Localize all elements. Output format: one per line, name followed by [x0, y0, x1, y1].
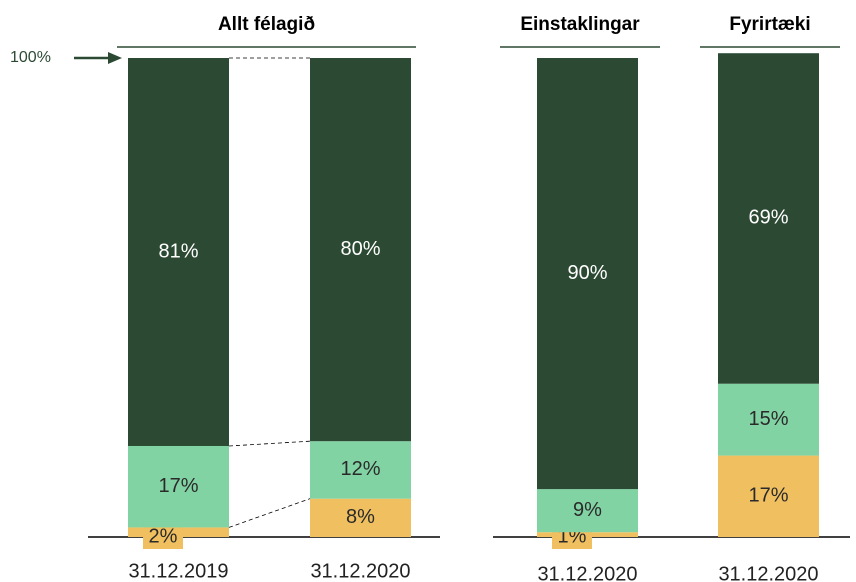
group-title: Einstaklingar [520, 14, 640, 35]
bar-segment [128, 445, 229, 528]
value-label: 8% [346, 506, 375, 528]
bar-segment [718, 53, 819, 384]
value-label: 12% [340, 458, 380, 480]
bar-segment [310, 58, 411, 442]
bar-segment [310, 441, 411, 499]
connector [228, 498, 311, 528]
value-label: 15% [748, 408, 788, 430]
bar-segment [537, 58, 638, 490]
value-label: 80% [340, 238, 380, 260]
bar-segment [718, 383, 819, 456]
x-tick-label: 31.12.2020 [718, 563, 818, 582]
annotation-label: 100% [10, 49, 51, 66]
bar-segment [310, 498, 411, 537]
group-title: Allt félagið [218, 14, 315, 35]
value-label: 9% [573, 499, 602, 521]
group-title: Fyrirtæki [729, 14, 810, 35]
x-tick-label: 31.12.2020 [310, 560, 410, 582]
value-label: 90% [567, 262, 607, 284]
value-label: 17% [748, 485, 788, 507]
label-box [143, 525, 183, 549]
bar-segment [718, 455, 819, 537]
value-label: 17% [158, 475, 198, 497]
value-label: 69% [748, 207, 788, 229]
bar-segment [537, 489, 638, 533]
x-tick-label: 31.12.2019 [128, 560, 228, 582]
value-label: 2% [149, 525, 178, 547]
connector [228, 440, 311, 447]
bar-segment [128, 58, 229, 446]
value-label: 81% [158, 240, 198, 262]
annotation-arrowhead [108, 52, 122, 64]
x-tick-label: 31.12.2020 [537, 563, 637, 582]
